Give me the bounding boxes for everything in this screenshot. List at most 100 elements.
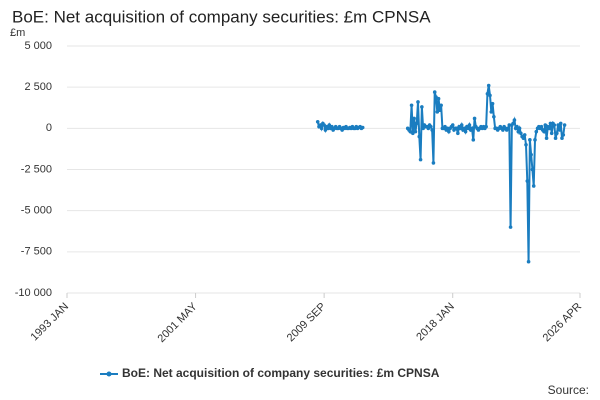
y-tick-label: -10 000 — [15, 287, 52, 299]
data-point — [484, 124, 488, 129]
data-point — [315, 119, 320, 124]
data-point — [524, 143, 528, 147]
data-point — [489, 110, 494, 114]
data-point — [426, 126, 431, 131]
series-line — [316, 85, 566, 262]
y-axis-label: £m — [10, 27, 25, 39]
data-point — [555, 131, 559, 136]
data-point — [553, 136, 558, 141]
data-point — [454, 126, 459, 131]
data-point — [459, 123, 464, 127]
source: Source: — [548, 383, 589, 397]
data-point — [531, 184, 536, 188]
data-point — [534, 129, 539, 134]
data-point — [330, 124, 334, 129]
data-point — [530, 167, 535, 172]
data-point — [547, 126, 551, 131]
y-tick-label: 5 000 — [24, 40, 52, 52]
data-point — [485, 91, 490, 96]
chart-title: BoE: Net acquisition of company securiti… — [12, 7, 431, 26]
data-point — [562, 123, 567, 127]
data-point — [528, 138, 532, 142]
data-point — [323, 128, 328, 132]
data-point — [472, 116, 477, 121]
data-point — [463, 129, 468, 134]
data-point — [360, 125, 365, 130]
data-point — [439, 103, 443, 108]
data-point — [533, 138, 537, 142]
data-point — [525, 179, 530, 183]
y-tick-label: -2 500 — [21, 163, 52, 175]
x-tick-label: 2001 MAY — [156, 300, 201, 345]
data-point — [414, 121, 419, 126]
data-point — [417, 134, 422, 139]
data-point — [436, 96, 441, 101]
y-tick-label: 0 — [46, 122, 52, 134]
data-point — [516, 129, 521, 134]
data-point — [418, 157, 423, 162]
data-point — [431, 161, 436, 165]
data-point — [411, 131, 415, 136]
data-point — [322, 123, 326, 127]
x-tick-label: 2026 APR — [541, 301, 585, 345]
data-point — [486, 83, 491, 88]
data-point — [447, 129, 451, 134]
data-point — [409, 103, 414, 108]
data-point — [319, 126, 324, 131]
data-point — [519, 131, 523, 136]
data-point — [408, 129, 413, 134]
data-point — [548, 121, 553, 126]
data-point — [512, 118, 517, 122]
data-point — [445, 126, 450, 131]
y-tick-label: -5 000 — [21, 205, 52, 217]
data-point — [488, 93, 492, 98]
data-point — [443, 124, 447, 129]
data-point — [327, 123, 332, 127]
data-point — [326, 126, 330, 131]
legend-label: BoE: Net acquisition of company securiti… — [122, 366, 440, 380]
data-point — [529, 152, 533, 157]
data-point — [430, 128, 434, 132]
legend-marker — [106, 371, 112, 377]
data-point — [438, 108, 442, 113]
data-point — [462, 126, 467, 131]
data-point — [558, 121, 563, 126]
data-point — [429, 124, 433, 129]
data-point — [420, 105, 424, 109]
data-point — [450, 123, 455, 127]
x-tick-label: 2009 SEP — [285, 301, 329, 345]
data-point — [508, 225, 513, 229]
x-tick-label: 2018 JAN — [414, 301, 457, 344]
data-point — [434, 95, 438, 99]
data-point — [490, 101, 495, 106]
data-point — [492, 115, 496, 119]
data-point — [470, 126, 474, 131]
data-point — [456, 131, 460, 136]
data-point — [515, 124, 519, 129]
data-point — [549, 131, 554, 136]
data-point — [412, 116, 416, 121]
data-point — [506, 126, 510, 131]
data-point — [560, 136, 564, 141]
y-tick-label: 2 500 — [24, 81, 52, 93]
data-point — [511, 121, 515, 126]
data-point — [557, 128, 562, 132]
data-point — [517, 126, 522, 131]
data-point — [432, 90, 437, 94]
data-point — [561, 133, 566, 137]
data-point — [421, 126, 425, 131]
data-point — [413, 129, 418, 134]
data-point — [458, 126, 463, 131]
data-point — [543, 123, 548, 127]
data-point — [542, 129, 546, 134]
data-point — [471, 138, 476, 142]
data-point — [435, 110, 440, 114]
data-point — [556, 123, 560, 127]
data-point — [522, 133, 527, 137]
data-point — [544, 136, 549, 141]
y-tick-label: -7 500 — [21, 246, 52, 258]
data-point — [521, 136, 526, 141]
data-point — [552, 123, 557, 127]
data-point — [467, 123, 472, 127]
